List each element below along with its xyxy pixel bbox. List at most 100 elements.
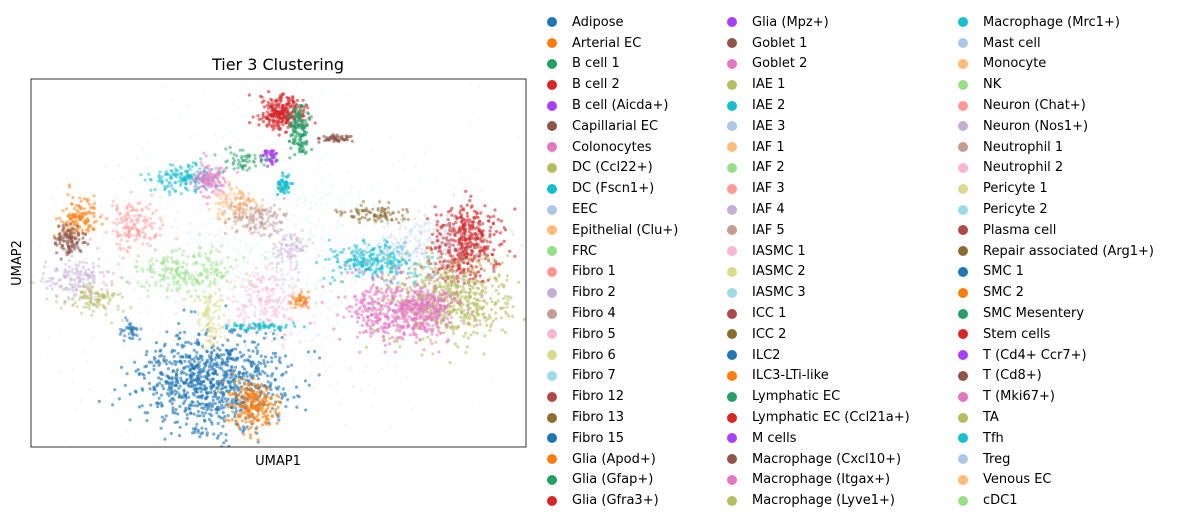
cell-point — [332, 133, 335, 136]
cell-point — [172, 411, 175, 414]
cell-point — [273, 126, 276, 129]
cell-point — [241, 246, 244, 249]
cell-point — [235, 186, 238, 189]
cell-point — [225, 433, 228, 436]
cell-point — [139, 311, 142, 314]
cell-point — [170, 270, 173, 273]
cell-point — [101, 271, 104, 274]
cell-point — [125, 430, 128, 433]
cell-point — [141, 404, 144, 407]
cell-point — [61, 244, 64, 247]
cell-point — [324, 369, 327, 372]
cell-point — [47, 280, 50, 283]
cell-point — [115, 242, 118, 245]
cell-point — [179, 271, 182, 274]
cell-point — [65, 248, 68, 251]
cell-point — [261, 96, 264, 99]
cell-point — [257, 377, 260, 380]
cell-point — [214, 372, 217, 375]
cell-point — [202, 315, 205, 318]
cell-point — [197, 187, 200, 190]
cell-point — [111, 177, 114, 180]
cell-point — [272, 221, 275, 224]
cell-point — [265, 394, 268, 397]
cell-point — [192, 283, 195, 286]
cell-point — [212, 311, 215, 314]
cell-point — [347, 236, 350, 239]
cell-point — [214, 176, 217, 179]
cell-point — [253, 154, 256, 157]
cell-point — [207, 334, 210, 337]
cell-point — [159, 227, 162, 230]
cell-point — [277, 232, 280, 235]
cell-point — [306, 216, 309, 219]
cell-point — [179, 384, 182, 387]
cell-point — [209, 405, 212, 408]
cell-point — [249, 373, 252, 376]
cell-point — [320, 176, 323, 179]
cell-point — [264, 158, 267, 161]
cell-point — [256, 114, 259, 117]
cell-point — [261, 423, 264, 426]
cell-point — [252, 271, 255, 274]
cell-point — [197, 274, 200, 277]
cell-point — [158, 397, 161, 400]
cell-point — [171, 225, 174, 228]
cell-point — [261, 218, 264, 221]
cell-point — [212, 323, 215, 326]
cell-point — [319, 294, 322, 297]
cell-point — [177, 274, 180, 277]
cell-point — [170, 257, 173, 260]
cell-point — [163, 267, 166, 270]
cell-point — [293, 139, 296, 142]
cell-point — [304, 119, 307, 122]
cell-point — [146, 289, 149, 292]
cell-point — [148, 260, 151, 263]
cell-point — [339, 402, 342, 405]
cell-point — [380, 220, 383, 223]
cell-point — [138, 372, 141, 375]
cell-point — [193, 360, 196, 363]
cell-point — [131, 326, 134, 329]
cell-point — [175, 373, 178, 376]
cell-point — [253, 169, 256, 172]
cell-point — [184, 186, 187, 189]
cell-point — [297, 199, 300, 202]
cell-point — [280, 397, 283, 400]
cell-point — [242, 324, 245, 327]
cell-point — [184, 409, 187, 412]
cell-point — [118, 233, 121, 236]
cell-point — [242, 425, 245, 428]
cell-point — [214, 202, 217, 205]
cell-point — [370, 239, 373, 242]
cell-point — [264, 332, 267, 335]
cell-point — [268, 235, 271, 238]
cell-point — [179, 171, 182, 174]
cell-point — [239, 196, 242, 199]
cell-point — [266, 414, 269, 417]
cell-point — [42, 272, 45, 275]
cell-point — [187, 178, 190, 181]
cell-point — [115, 218, 118, 221]
cell-point — [201, 343, 204, 346]
cell-point — [270, 360, 273, 363]
cell-point — [186, 270, 189, 273]
cell-point — [330, 305, 333, 308]
cell-point — [192, 392, 195, 395]
cell-point — [173, 181, 176, 184]
cell-point — [250, 426, 253, 429]
cell-point — [102, 274, 105, 277]
cell-point — [208, 182, 211, 185]
cell-point — [253, 290, 256, 293]
cell-point — [67, 240, 70, 243]
cell-point — [276, 388, 279, 391]
cell-point — [204, 427, 207, 430]
cell-point — [112, 292, 115, 295]
cell-point — [223, 210, 226, 213]
cell-point — [179, 184, 182, 187]
cell-point — [187, 185, 190, 188]
cell-point — [89, 191, 92, 194]
cell-point — [271, 149, 274, 152]
cell-point — [357, 325, 360, 328]
cell-point — [295, 204, 298, 207]
